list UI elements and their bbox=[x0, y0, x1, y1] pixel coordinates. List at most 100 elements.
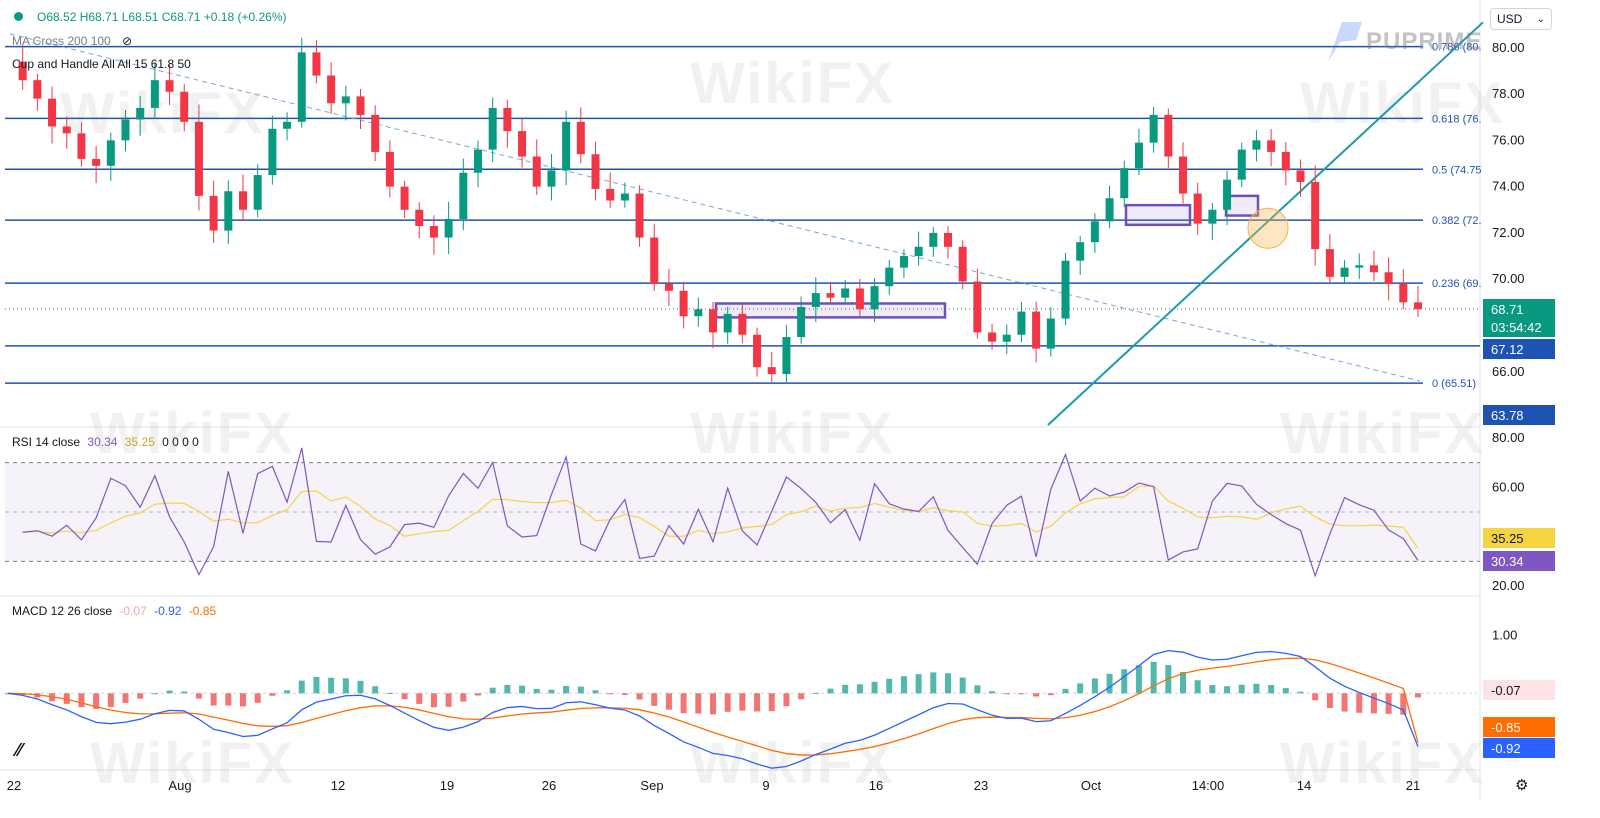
macd-histogram-bar bbox=[298, 680, 305, 694]
rsi-tick-label: 20.00 bbox=[1492, 578, 1525, 593]
candle-body bbox=[620, 193, 629, 201]
candle-body bbox=[1355, 265, 1364, 268]
macd-histogram-bar bbox=[812, 692, 819, 694]
time-tick-label: 21 bbox=[1406, 778, 1420, 793]
macd-histogram-bar bbox=[416, 693, 423, 704]
time-tick-label: Aug bbox=[168, 778, 191, 793]
macd-histogram-bar bbox=[548, 689, 555, 694]
macd-histogram-bar bbox=[1047, 693, 1054, 696]
candle-body bbox=[1281, 151, 1290, 171]
rsi-value: 30.34 bbox=[87, 435, 118, 449]
macd-histogram-bar bbox=[1033, 693, 1040, 697]
macd-histogram-bar bbox=[533, 689, 540, 694]
macd-histogram-bar bbox=[137, 693, 144, 699]
indicator-ma-cross-label: MA Cross 200 100 bbox=[12, 34, 111, 48]
macd-histogram-bar bbox=[357, 680, 364, 694]
rsi-label: RSI 14 close bbox=[12, 435, 81, 449]
macd-histogram-bar bbox=[1224, 686, 1231, 694]
rsi-line bbox=[22, 447, 1419, 578]
macd-histogram-bar bbox=[915, 674, 922, 694]
macd-histogram-bar bbox=[122, 693, 129, 703]
tradingview-logo-icon[interactable]: ⁄⁄ bbox=[16, 740, 23, 760]
macd-histogram-bar bbox=[724, 693, 731, 712]
candle-body bbox=[988, 332, 997, 342]
candle-body bbox=[826, 293, 835, 298]
macd-histogram-bar bbox=[665, 693, 672, 710]
candle-body bbox=[1296, 170, 1305, 182]
macd-histogram-bar bbox=[519, 685, 526, 694]
candle-body bbox=[180, 91, 189, 122]
level-tag-63: 63.78 bbox=[1483, 405, 1555, 425]
macd-histogram-bar bbox=[386, 692, 393, 694]
currency-value: USD bbox=[1497, 12, 1523, 26]
descending-trendline bbox=[9, 33, 1421, 382]
candle-body bbox=[209, 195, 218, 231]
currency-select[interactable]: USD ⌄ bbox=[1490, 8, 1552, 30]
candle-body bbox=[1237, 149, 1246, 180]
candle-body bbox=[121, 119, 130, 141]
settings-gear-icon[interactable]: ⚙ bbox=[1515, 777, 1529, 794]
candle-body bbox=[1384, 272, 1393, 284]
time-tick-label: 14:00 bbox=[1192, 778, 1225, 793]
candle-body bbox=[679, 290, 688, 317]
candle-body bbox=[914, 246, 923, 257]
candle-body bbox=[562, 121, 571, 171]
macd-histogram-bar bbox=[1341, 693, 1348, 712]
macd-histogram-bar bbox=[1326, 693, 1333, 708]
hidden-eye-icon[interactable]: ⊘ bbox=[122, 34, 133, 48]
price-tick-label: 72.00 bbox=[1492, 225, 1525, 240]
macd-histogram-bar bbox=[107, 693, 114, 707]
candle-body bbox=[767, 367, 776, 375]
candle-body bbox=[1369, 265, 1378, 273]
rsi-ma-value: 35.25 bbox=[124, 435, 155, 449]
macd-label: MACD 12 26 close bbox=[12, 604, 113, 618]
candle-body bbox=[635, 193, 644, 238]
ohlc-readout: O68.52 H68.71 L68.51 C68.71 +0.18 (+0.26… bbox=[14, 10, 287, 24]
macd-histogram-bar bbox=[1238, 684, 1245, 694]
macd-histogram-bar bbox=[445, 693, 452, 707]
candle-body bbox=[841, 288, 850, 298]
candle-body bbox=[224, 191, 233, 231]
price-tick-label: 80.00 bbox=[1492, 40, 1525, 55]
candle-body bbox=[165, 80, 174, 92]
candle-body bbox=[709, 309, 717, 333]
candle-body bbox=[606, 188, 615, 201]
macd-histogram-bar bbox=[754, 693, 761, 712]
rsi-legend[interactable]: RSI 14 close 30.34 35.25 0 0 0 0 bbox=[12, 435, 199, 449]
candle-body bbox=[929, 232, 938, 247]
candle-body bbox=[327, 75, 336, 104]
consolidation-zone-box bbox=[714, 302, 947, 319]
time-tick-label: 22 bbox=[7, 778, 21, 793]
candle-body bbox=[194, 121, 203, 196]
candle-body bbox=[1311, 182, 1320, 250]
indicator-ma-cross[interactable]: MA Cross 200 100 ⊘ bbox=[12, 34, 132, 48]
brand-mark-icon bbox=[1328, 22, 1362, 62]
candle-body bbox=[885, 267, 894, 287]
time-tick-label: 23 bbox=[974, 778, 988, 793]
macd-histogram-bar bbox=[1091, 678, 1098, 694]
price-tick-label: 74.00 bbox=[1492, 179, 1525, 194]
macd-histogram-bar bbox=[783, 693, 790, 707]
macd-histogram-bar bbox=[1297, 691, 1304, 694]
breakout-zone-box bbox=[1124, 203, 1192, 227]
candle-body bbox=[1267, 140, 1276, 152]
candle-body bbox=[870, 286, 879, 310]
indicator-cup-handle[interactable]: Cup and Handle All All 15 61.8 50 bbox=[12, 57, 191, 71]
price-tick-label: 70.00 bbox=[1492, 271, 1525, 286]
macd-histogram-bar bbox=[504, 684, 511, 694]
macd-histogram-bar bbox=[1370, 693, 1377, 714]
live-dot bbox=[14, 12, 23, 21]
candle-body bbox=[1149, 114, 1158, 143]
macd-signal-value: -0.85 bbox=[188, 604, 217, 618]
macd-histogram-bar bbox=[1312, 693, 1319, 701]
candle-body bbox=[782, 337, 791, 375]
macd-histogram-bar bbox=[710, 693, 716, 715]
macd-histogram-bar bbox=[900, 676, 907, 694]
rsi-tick-label: 80.00 bbox=[1492, 430, 1525, 445]
candle-body bbox=[1340, 267, 1349, 277]
macd-hist-value: -0.07 bbox=[119, 604, 147, 618]
macd-histogram-bar bbox=[959, 677, 966, 694]
macd-histogram-bar bbox=[607, 693, 614, 695]
macd-histogram-bar bbox=[1180, 671, 1186, 694]
macd-legend[interactable]: MACD 12 26 close -0.07 -0.92 -0.85 bbox=[12, 604, 216, 618]
